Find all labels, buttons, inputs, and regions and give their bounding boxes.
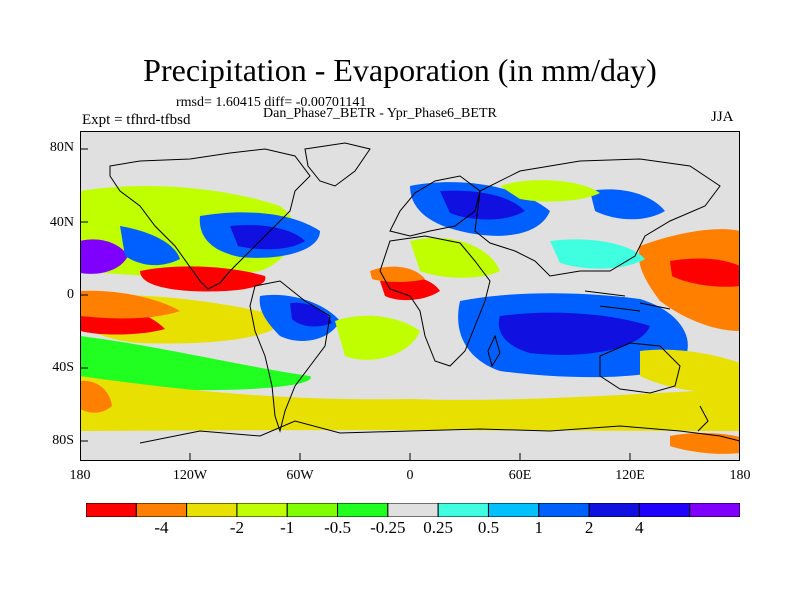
coast-greenland xyxy=(304,142,371,187)
lon-label-180w: 180 xyxy=(69,468,91,483)
lat-label-0: 0 xyxy=(67,287,74,302)
lat-label-40s: 40S xyxy=(52,360,74,375)
colorbar-label: -2 xyxy=(229,518,244,537)
contour-region-yellow xyxy=(640,349,740,393)
season-label: JJA xyxy=(711,109,734,125)
contour-region-purple xyxy=(80,239,128,274)
colorbar-label: -4 xyxy=(154,518,169,537)
contour-region-darkblue xyxy=(290,302,332,327)
contour-region-green xyxy=(80,336,311,391)
contour-region-orange xyxy=(670,433,740,454)
precip-evap-map xyxy=(80,131,740,461)
lon-label-120w: 120W xyxy=(172,468,208,483)
lon-label-0: 0 xyxy=(406,468,414,483)
coast-australia xyxy=(599,342,681,394)
lon-label-180e: 180 xyxy=(729,468,751,483)
colorbar-swatch xyxy=(487,503,540,517)
colorbar-swatch xyxy=(538,503,590,517)
contour-region-darkblue xyxy=(498,312,650,355)
lat-label-80s: 80S xyxy=(52,433,74,448)
colorbar-label: 2 xyxy=(584,518,594,537)
colorbar-swatch xyxy=(135,503,188,517)
colorbar-label: -0.25 xyxy=(370,518,406,537)
lat-label-40n: 40N xyxy=(49,215,74,230)
lat-label-80n: 80N xyxy=(49,140,74,155)
contour-region-yellow xyxy=(80,376,740,431)
coast-asia xyxy=(474,158,721,277)
coastlines xyxy=(109,142,740,444)
contour-region-lightgreen xyxy=(335,315,420,360)
colorbar-swatch xyxy=(286,503,339,517)
colorbar-label: 0.5 xyxy=(477,518,500,537)
colorbar-label: -1 xyxy=(280,518,295,537)
colorbar-swatch xyxy=(638,503,691,517)
colorbar-label: 1 xyxy=(534,518,544,537)
colorbar xyxy=(86,503,740,517)
lon-label-60w: 60W xyxy=(286,468,314,483)
contour-region-cyan xyxy=(550,239,645,269)
coast-north-america xyxy=(109,148,311,290)
colorbar-swatch xyxy=(236,503,288,517)
field-contours xyxy=(80,180,740,454)
colorbar-swatch xyxy=(186,503,238,517)
coast-madagascar xyxy=(487,334,501,368)
contour-region-darkblue xyxy=(230,225,305,250)
lon-label-120e: 120E xyxy=(615,468,645,483)
colorbar-swatch xyxy=(337,503,389,517)
experiment-label: Expt = tfhrd-tfbsd xyxy=(82,112,191,128)
coast-south-america xyxy=(249,280,331,433)
contour-region-orange xyxy=(80,290,180,319)
contour-region-lightgreen xyxy=(410,237,500,278)
plot-title: Precipitation - Evaporation (in mm/day) xyxy=(143,52,657,88)
coast-new-zealand xyxy=(697,405,709,432)
contour-region-red xyxy=(670,258,740,287)
colorbar-swatch xyxy=(387,503,439,517)
map-panel xyxy=(80,131,740,461)
coast-antarctica xyxy=(139,420,740,444)
coast-indonesia xyxy=(584,290,671,312)
contour-region-orange xyxy=(80,380,112,413)
colorbar-swatch xyxy=(689,503,740,517)
contour-region-darkblue xyxy=(440,190,525,220)
rmsd-diff-stats: rmsd= 1.60415 diff= -0.00701141 xyxy=(176,95,367,110)
lon-label-60e: 60E xyxy=(508,468,532,483)
coast-africa xyxy=(379,235,491,367)
contour-region-blue xyxy=(590,189,665,220)
colorbar-swatch xyxy=(437,503,489,517)
contour-region-blue xyxy=(120,226,180,266)
contour-region-lightgreen xyxy=(500,180,600,202)
contour-region-red xyxy=(140,266,266,292)
colorbar-label: 0.25 xyxy=(423,518,454,537)
colorbar-label: -0.5 xyxy=(324,518,351,537)
colorbar-label: 4 xyxy=(635,518,644,537)
colorbar-swatch xyxy=(86,503,137,517)
colorbar-swatch xyxy=(588,503,640,517)
axis-ticks xyxy=(80,148,740,461)
difference-label: Dan_Phase7_BETR - Ypr_Phase6_BETR xyxy=(263,106,497,121)
